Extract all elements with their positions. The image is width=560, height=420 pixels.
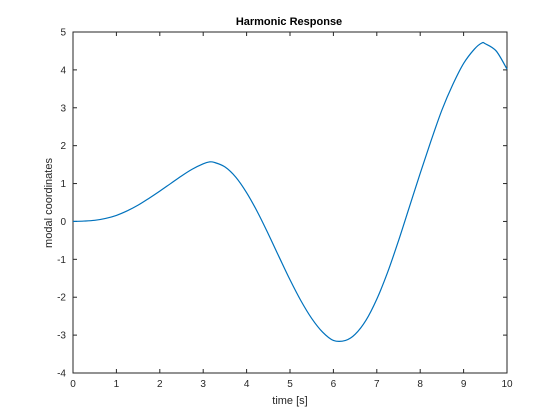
x-axis-label: time [s] [272,395,307,407]
x-tick-label: 0 [70,379,76,390]
x-tick-label: 9 [461,379,467,390]
x-tick-label: 2 [157,379,163,390]
x-tick-label: 7 [374,379,380,390]
y-axis-ticks: -4 -3 -2 -1 0 1 2 3 4 5 [57,28,507,380]
plot-area: 0 1 2 3 4 5 6 7 8 9 10 -4 -3 -2 -1 0 1 2 3 4 5 [57,28,513,391]
x-axis-ticks: 0 1 2 3 4 5 6 7 8 9 10 [70,32,513,390]
y-tick-label: 3 [60,103,66,114]
y-axis-label: modal coordinates [43,158,55,248]
y-tick-label: 1 [60,179,66,190]
y-tick-label: 5 [60,28,66,39]
y-tick-label: 2 [60,141,66,152]
y-tick-label: -1 [57,255,66,266]
x-tick-label: 10 [501,379,513,390]
y-tick-label: 4 [60,65,66,76]
x-tick-label: 6 [331,379,337,390]
plot-frame [72,31,508,374]
series-line [72,41,508,342]
y-tick-label: -4 [57,369,66,380]
x-tick-label: 3 [200,379,206,390]
x-tick-label: 1 [114,379,120,390]
x-tick-label: 5 [287,379,293,390]
y-tick-label: -2 [57,293,66,304]
x-tick-label: 4 [244,379,250,390]
series-layer [72,41,508,342]
chart-title: Harmonic Response [236,16,342,28]
y-tick-label: -3 [57,331,66,342]
x-tick-label: 8 [417,379,423,390]
y-tick-label: 0 [60,217,66,228]
